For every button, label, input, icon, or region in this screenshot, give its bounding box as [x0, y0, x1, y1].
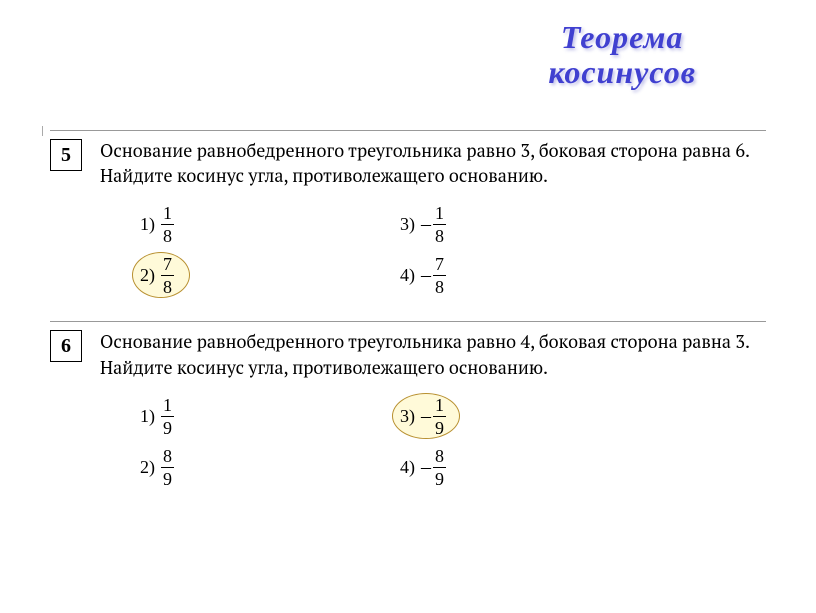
- option-label: 4): [400, 265, 415, 286]
- minus-sign: –: [421, 405, 431, 428]
- problem-text: Основание равнобедренного треугольника р…: [100, 131, 766, 189]
- title-line-2: косинусов: [548, 55, 696, 90]
- option-label: 1): [140, 214, 155, 235]
- problem-number: 6: [50, 330, 82, 362]
- problem-text: Основание равнобедренного треугольника р…: [100, 322, 766, 380]
- minus-sign: –: [421, 213, 431, 236]
- fraction: 8 9: [161, 447, 174, 488]
- option-1: 1) 1 9: [140, 396, 400, 437]
- minus-sign: –: [421, 456, 431, 479]
- option-3: 3) – 1 8: [400, 204, 660, 245]
- title-line-1: Теорема: [548, 20, 696, 55]
- option-label: 2): [140, 457, 155, 478]
- problem-5: 5 Основание равнобедренного треугольника…: [50, 130, 766, 296]
- page-title: Теорема косинусов: [548, 20, 696, 90]
- option-label: 1): [140, 406, 155, 427]
- fraction: 1 9: [161, 396, 174, 437]
- option-3-correct: 3) – 1 9: [400, 396, 660, 437]
- option-4: 4) – 7 8: [400, 255, 660, 296]
- option-label: 4): [400, 457, 415, 478]
- content-area: 5 Основание равнобедренного треугольника…: [50, 130, 766, 513]
- fraction: 1 8: [433, 204, 446, 245]
- options-grid: 1) 1 9 3) – 1 9 2) 8 9: [140, 396, 766, 488]
- options-grid: 1) 1 8 3) – 1 8 2) 7 8: [140, 204, 766, 296]
- fraction: 7 8: [161, 255, 174, 296]
- option-2-correct: 2) 7 8: [140, 255, 400, 296]
- option-label: 3): [400, 214, 415, 235]
- option-4: 4) – 8 9: [400, 447, 660, 488]
- minus-sign: –: [421, 264, 431, 287]
- option-label: 2): [140, 265, 155, 286]
- problem-number: 5: [50, 139, 82, 171]
- fraction: 8 9: [433, 447, 446, 488]
- problem-6: 6 Основание равнобедренного треугольника…: [50, 321, 766, 487]
- option-label: 3): [400, 406, 415, 427]
- option-1: 1) 1 8: [140, 204, 400, 245]
- fraction: 1 9: [433, 396, 446, 437]
- fraction: 1 8: [161, 204, 174, 245]
- option-2: 2) 8 9: [140, 447, 400, 488]
- fraction: 7 8: [433, 255, 446, 296]
